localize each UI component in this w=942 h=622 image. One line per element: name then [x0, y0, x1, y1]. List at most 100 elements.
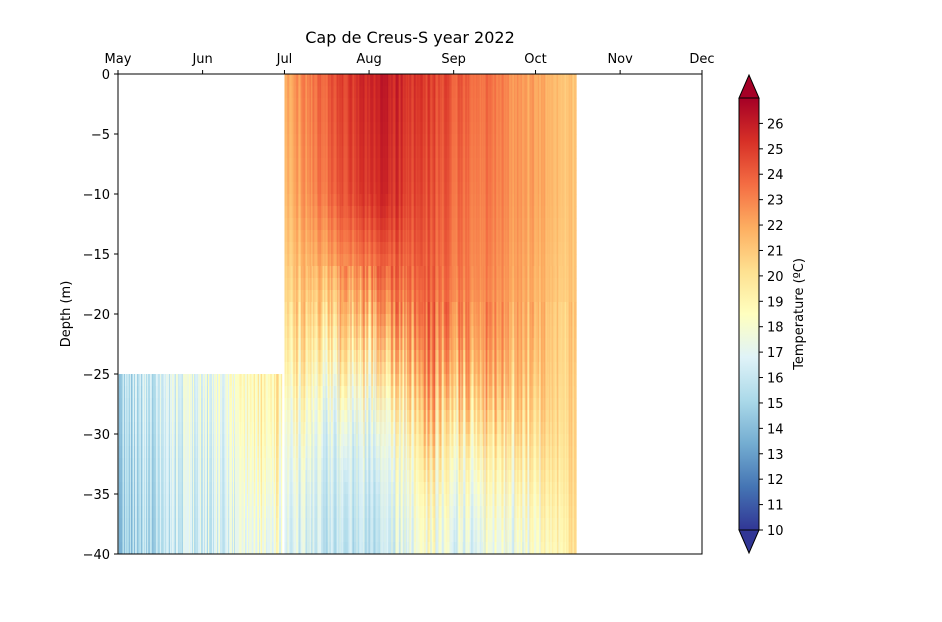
heatmap-cell	[181, 542, 183, 555]
heatmap-cell	[195, 506, 197, 519]
heatmap-cell	[224, 506, 226, 519]
heatmap-cell	[122, 470, 124, 483]
heatmap-cell	[234, 374, 236, 387]
heatmap-cell	[304, 494, 306, 507]
heatmap-cell	[300, 86, 302, 99]
heatmap-cell	[328, 182, 330, 195]
heatmap-cell	[253, 494, 255, 507]
heatmap-cell	[311, 170, 313, 183]
heatmap-cell	[320, 470, 322, 483]
heatmap-cell	[328, 458, 330, 471]
heatmap-cell	[293, 314, 295, 327]
heatmap-cell	[322, 422, 324, 435]
heatmap-cell	[317, 134, 319, 147]
heatmap-cell	[235, 470, 237, 483]
heatmap-cell	[280, 422, 282, 435]
heatmap-cell	[287, 134, 289, 147]
heatmap-cell	[233, 410, 235, 423]
heatmap-cell	[318, 182, 320, 195]
heatmap-cell	[201, 542, 203, 555]
heatmap-cell	[171, 434, 173, 447]
heatmap-cell	[132, 374, 134, 387]
heatmap-cell	[166, 482, 168, 495]
heatmap-cell	[147, 530, 149, 543]
heatmap-cell	[303, 134, 305, 147]
heatmap-cell	[194, 518, 196, 531]
heatmap-cell	[161, 530, 163, 543]
heatmap-cell	[330, 374, 332, 387]
heatmap-cell	[315, 86, 317, 99]
heatmap-cell	[126, 518, 128, 531]
heatmap-cell	[328, 542, 330, 555]
heatmap-cell	[164, 410, 166, 423]
heatmap-cell	[343, 446, 345, 459]
heatmap-cell	[162, 458, 164, 471]
heatmap-cell	[220, 386, 222, 399]
heatmap-cell	[246, 422, 248, 435]
heatmap-cell	[241, 542, 243, 555]
heatmap-cell	[286, 134, 288, 147]
heatmap-cell	[168, 374, 170, 387]
heatmap-cell	[122, 398, 124, 411]
heatmap-cell	[343, 482, 345, 495]
heatmap-cell	[285, 362, 287, 375]
heatmap-cell	[303, 314, 305, 327]
heatmap-cell	[333, 254, 335, 267]
heatmap-cell	[332, 446, 334, 459]
heatmap-cell	[247, 434, 249, 447]
heatmap-cell	[157, 410, 159, 423]
heatmap-cell	[312, 134, 314, 147]
heatmap-cell	[311, 266, 313, 279]
heatmap-cell	[308, 326, 310, 339]
heatmap-cell	[313, 362, 315, 375]
heatmap-cell	[292, 458, 294, 471]
heatmap-cell	[322, 482, 324, 495]
heatmap-cell	[297, 230, 299, 243]
heatmap-cell	[313, 434, 315, 447]
heatmap-cell	[289, 338, 291, 351]
heatmap-cell	[331, 218, 333, 231]
heatmap-cell	[290, 206, 292, 219]
heatmap-cell	[285, 530, 287, 543]
heatmap-cell	[336, 530, 338, 543]
heatmap-cell	[321, 518, 323, 531]
heatmap-cell	[293, 170, 295, 183]
heatmap-cell	[153, 530, 155, 543]
heatmap-cell	[137, 530, 139, 543]
heatmap-cell	[119, 518, 121, 531]
heatmap-cell	[198, 470, 200, 483]
heatmap-cell	[260, 422, 262, 435]
heatmap-cell	[340, 542, 342, 555]
heatmap-cell	[296, 74, 298, 87]
heatmap-cell	[148, 422, 150, 435]
heatmap-cell	[121, 482, 123, 495]
heatmap-cell	[173, 410, 175, 423]
heatmap-cell	[323, 302, 325, 315]
heatmap-cell	[157, 374, 159, 387]
heatmap-cell	[223, 482, 225, 495]
heatmap-cell	[264, 518, 266, 531]
heatmap-cell	[173, 482, 175, 495]
heatmap-cell	[297, 314, 299, 327]
heatmap-cell	[236, 494, 238, 507]
heatmap-cell	[295, 218, 297, 231]
heatmap-cell	[230, 494, 232, 507]
heatmap-cell	[253, 482, 255, 495]
heatmap-cell	[270, 422, 272, 435]
heatmap-cell	[300, 98, 302, 111]
heatmap-cell	[220, 434, 222, 447]
heatmap-cell	[333, 446, 335, 459]
heatmap-cell	[274, 518, 276, 531]
heatmap-cell	[144, 458, 146, 471]
heatmap-cell	[347, 86, 349, 99]
heatmap-cell	[314, 302, 316, 315]
heatmap-cell	[143, 518, 145, 531]
heatmap-cell	[208, 458, 210, 471]
heatmap-cell	[251, 434, 253, 447]
heatmap-cell	[290, 542, 292, 555]
heatmap-cell	[308, 422, 310, 435]
heatmap-cell	[231, 494, 233, 507]
heatmap-cell	[330, 158, 332, 171]
heatmap-cell	[297, 290, 299, 303]
heatmap-cell	[318, 158, 320, 171]
